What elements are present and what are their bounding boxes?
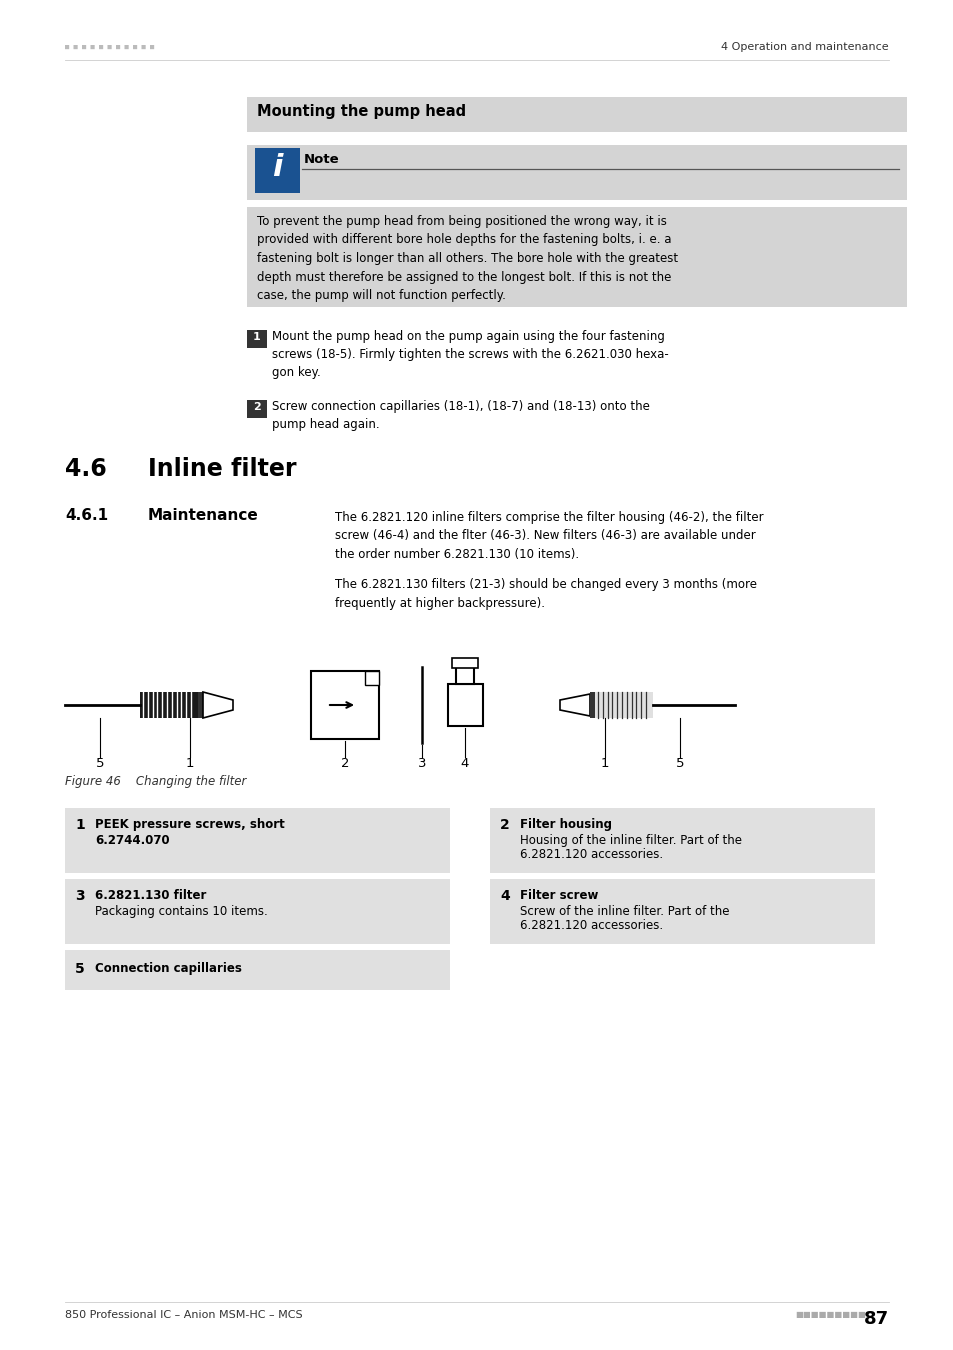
Text: The 6.2821.130 filters (21-3) should be changed every 3 months (more
frequently : The 6.2821.130 filters (21-3) should be …	[335, 578, 757, 609]
Text: 1: 1	[253, 332, 260, 342]
FancyBboxPatch shape	[254, 148, 299, 193]
Text: Screw connection capillaries (18-1), (18-7) and (18-13) onto the
pump head again: Screw connection capillaries (18-1), (18…	[272, 400, 649, 431]
Text: i: i	[272, 153, 282, 182]
Text: 2: 2	[499, 818, 509, 832]
Text: The 6.2821.120 inline filters comprise the filter housing (46-2), the filter
scr: The 6.2821.120 inline filters comprise t…	[335, 512, 762, 562]
Text: 4: 4	[499, 890, 509, 903]
Text: 6.2821.120 accessories.: 6.2821.120 accessories.	[519, 848, 662, 861]
FancyBboxPatch shape	[247, 144, 906, 200]
Text: Filter screw: Filter screw	[519, 890, 598, 902]
FancyBboxPatch shape	[65, 879, 450, 944]
Text: 4: 4	[460, 757, 469, 769]
Text: 87: 87	[863, 1310, 888, 1328]
Text: Maintenance: Maintenance	[148, 508, 258, 522]
Text: 1: 1	[600, 757, 609, 769]
Text: Inline filter: Inline filter	[148, 458, 296, 481]
FancyBboxPatch shape	[452, 657, 477, 668]
Text: Housing of the inline filter. Part of the: Housing of the inline filter. Part of th…	[519, 834, 741, 846]
Text: 2: 2	[340, 757, 349, 769]
Text: 5: 5	[675, 757, 683, 769]
FancyBboxPatch shape	[247, 400, 267, 418]
Text: 1: 1	[186, 757, 194, 769]
Text: 5: 5	[95, 757, 104, 769]
FancyBboxPatch shape	[247, 207, 906, 306]
Text: Note: Note	[304, 153, 339, 166]
FancyBboxPatch shape	[198, 693, 203, 718]
Text: 5: 5	[75, 963, 85, 976]
Polygon shape	[203, 693, 233, 718]
Text: 6.2821.120 accessories.: 6.2821.120 accessories.	[519, 919, 662, 931]
FancyBboxPatch shape	[65, 809, 450, 873]
FancyBboxPatch shape	[490, 809, 874, 873]
Text: Screw of the inline filter. Part of the: Screw of the inline filter. Part of the	[519, 904, 729, 918]
Text: Mounting the pump head: Mounting the pump head	[256, 104, 466, 119]
Text: 6.2744.070: 6.2744.070	[95, 834, 170, 846]
Text: 3: 3	[417, 757, 426, 769]
FancyBboxPatch shape	[247, 97, 906, 132]
Text: PEEK pressure screws, short: PEEK pressure screws, short	[95, 818, 284, 832]
Text: 850 Professional IC – Anion MSM-HC – MCS: 850 Professional IC – Anion MSM-HC – MCS	[65, 1310, 302, 1320]
Text: Figure 46    Changing the filter: Figure 46 Changing the filter	[65, 775, 246, 788]
FancyBboxPatch shape	[140, 693, 198, 718]
FancyBboxPatch shape	[65, 950, 450, 990]
Polygon shape	[559, 694, 589, 716]
Text: 1: 1	[75, 818, 85, 832]
Text: Filter housing: Filter housing	[519, 818, 612, 832]
FancyBboxPatch shape	[490, 879, 874, 944]
Text: ■ ■ ■ ■ ■ ■ ■ ■ ■ ■ ■: ■ ■ ■ ■ ■ ■ ■ ■ ■ ■ ■	[65, 45, 158, 50]
Text: Connection capillaries: Connection capillaries	[95, 963, 242, 975]
Text: Packaging contains 10 items.: Packaging contains 10 items.	[95, 904, 268, 918]
FancyBboxPatch shape	[595, 693, 652, 718]
Text: To prevent the pump head from being positioned the wrong way, it is
provided wit: To prevent the pump head from being posi…	[256, 215, 678, 302]
Text: 4 Operation and maintenance: 4 Operation and maintenance	[720, 42, 888, 53]
FancyBboxPatch shape	[448, 684, 482, 726]
Text: 4.6: 4.6	[65, 458, 107, 481]
FancyBboxPatch shape	[311, 671, 378, 738]
Text: 2: 2	[253, 402, 260, 412]
FancyBboxPatch shape	[365, 671, 378, 684]
FancyBboxPatch shape	[589, 693, 595, 718]
Text: 6.2821.130 filter: 6.2821.130 filter	[95, 890, 206, 902]
FancyBboxPatch shape	[247, 329, 267, 348]
Text: 4.6.1: 4.6.1	[65, 508, 108, 522]
Text: Mount the pump head on the pump again using the four fastening
screws (18-5). Fi: Mount the pump head on the pump again us…	[272, 329, 668, 379]
Text: 3: 3	[75, 890, 85, 903]
Text: ■■■■■■■■■: ■■■■■■■■■	[794, 1310, 865, 1319]
FancyBboxPatch shape	[456, 666, 474, 684]
